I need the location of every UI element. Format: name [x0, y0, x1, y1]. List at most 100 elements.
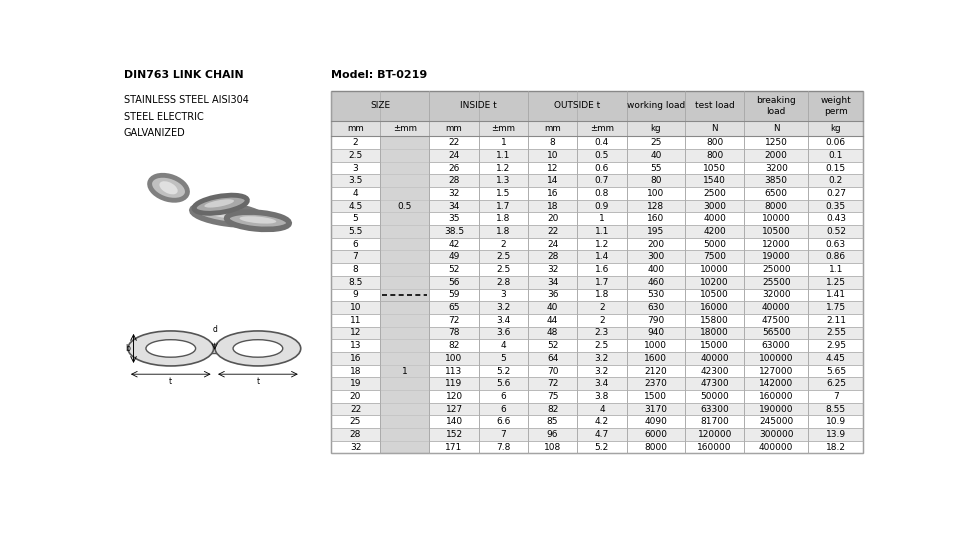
Text: 3.6: 3.6: [496, 328, 510, 338]
Text: 32: 32: [350, 442, 361, 452]
Text: 34: 34: [547, 278, 558, 287]
Bar: [685, 212, 744, 225]
Bar: [381, 416, 430, 428]
Text: 2500: 2500: [703, 189, 727, 198]
Bar: [685, 416, 744, 428]
Text: 108: 108: [544, 442, 561, 452]
Bar: [479, 276, 528, 288]
Text: 47300: 47300: [701, 379, 729, 388]
Bar: [430, 301, 479, 314]
Text: 0.5: 0.5: [595, 151, 609, 160]
Ellipse shape: [192, 204, 264, 225]
Bar: [744, 276, 808, 288]
Text: 0.1: 0.1: [828, 151, 843, 160]
Text: 32: 32: [449, 189, 459, 198]
Text: 4000: 4000: [703, 214, 727, 223]
Text: ±mm: ±mm: [491, 124, 515, 133]
Text: SIZE: SIZE: [370, 101, 390, 110]
Bar: [528, 162, 578, 174]
Text: GALVANIZED: GALVANIZED: [124, 128, 185, 138]
Bar: [685, 288, 744, 301]
Bar: [381, 276, 430, 288]
Text: 3: 3: [353, 164, 358, 172]
Bar: [381, 377, 430, 390]
Bar: [430, 314, 479, 326]
Text: 5.5: 5.5: [348, 227, 362, 236]
Text: 78: 78: [449, 328, 459, 338]
Text: 12: 12: [547, 164, 558, 172]
Ellipse shape: [146, 340, 196, 357]
Bar: [808, 149, 863, 162]
Text: 72: 72: [449, 316, 459, 325]
Text: 13.9: 13.9: [825, 430, 846, 439]
Bar: [331, 441, 381, 454]
Text: 18000: 18000: [701, 328, 729, 338]
Text: 790: 790: [648, 316, 664, 325]
Bar: [331, 352, 381, 365]
Text: 1.8: 1.8: [496, 214, 510, 223]
Text: 1.25: 1.25: [825, 278, 846, 287]
Text: 3.2: 3.2: [595, 354, 609, 363]
Bar: [685, 187, 744, 200]
Text: 3200: 3200: [765, 164, 788, 172]
Bar: [578, 187, 627, 200]
Bar: [578, 377, 627, 390]
Text: 1.1: 1.1: [496, 151, 510, 160]
Bar: [627, 120, 685, 136]
Text: 6: 6: [353, 240, 358, 249]
Bar: [381, 136, 430, 301]
Text: 0.9: 0.9: [595, 202, 609, 211]
Text: 190000: 190000: [759, 404, 794, 414]
Bar: [528, 225, 578, 238]
Text: 800: 800: [706, 151, 724, 160]
Text: 2.3: 2.3: [595, 328, 609, 338]
Bar: [479, 326, 528, 339]
Bar: [528, 377, 578, 390]
Text: 160: 160: [648, 214, 664, 223]
Text: 16: 16: [350, 354, 361, 363]
Bar: [808, 212, 863, 225]
Text: 4.2: 4.2: [595, 417, 609, 426]
Bar: [479, 212, 528, 225]
Bar: [685, 352, 744, 365]
Bar: [479, 416, 528, 428]
Bar: [744, 377, 808, 390]
Text: ±mm: ±mm: [393, 124, 417, 133]
Text: 4.45: 4.45: [826, 354, 846, 363]
Bar: [479, 136, 528, 149]
Bar: [627, 441, 685, 454]
Text: 85: 85: [547, 417, 558, 426]
Bar: [381, 390, 430, 403]
Text: 2000: 2000: [765, 151, 788, 160]
Bar: [528, 136, 578, 149]
Ellipse shape: [160, 181, 178, 194]
Text: 2370: 2370: [645, 379, 667, 388]
Bar: [578, 288, 627, 301]
Text: 2: 2: [599, 303, 604, 312]
Text: 4: 4: [599, 404, 604, 414]
Text: 940: 940: [648, 328, 664, 338]
Bar: [685, 200, 744, 212]
Bar: [528, 120, 578, 136]
Text: 42300: 42300: [701, 366, 728, 376]
Bar: [627, 390, 685, 403]
Bar: [528, 288, 578, 301]
Text: 2: 2: [353, 138, 358, 147]
Text: 32000: 32000: [762, 291, 791, 300]
Text: 8000: 8000: [645, 442, 667, 452]
Text: mm: mm: [446, 124, 462, 133]
Text: 400000: 400000: [759, 442, 794, 452]
Bar: [381, 288, 430, 301]
Bar: [627, 200, 685, 212]
Text: 7: 7: [833, 392, 839, 401]
Text: 11: 11: [350, 316, 361, 325]
Bar: [430, 225, 479, 238]
Bar: [479, 174, 528, 187]
Bar: [744, 212, 808, 225]
Bar: [331, 149, 381, 162]
Bar: [808, 416, 863, 428]
Bar: [627, 276, 685, 288]
Text: 22: 22: [547, 227, 558, 236]
Bar: [744, 187, 808, 200]
Text: 0.2: 0.2: [828, 176, 843, 185]
